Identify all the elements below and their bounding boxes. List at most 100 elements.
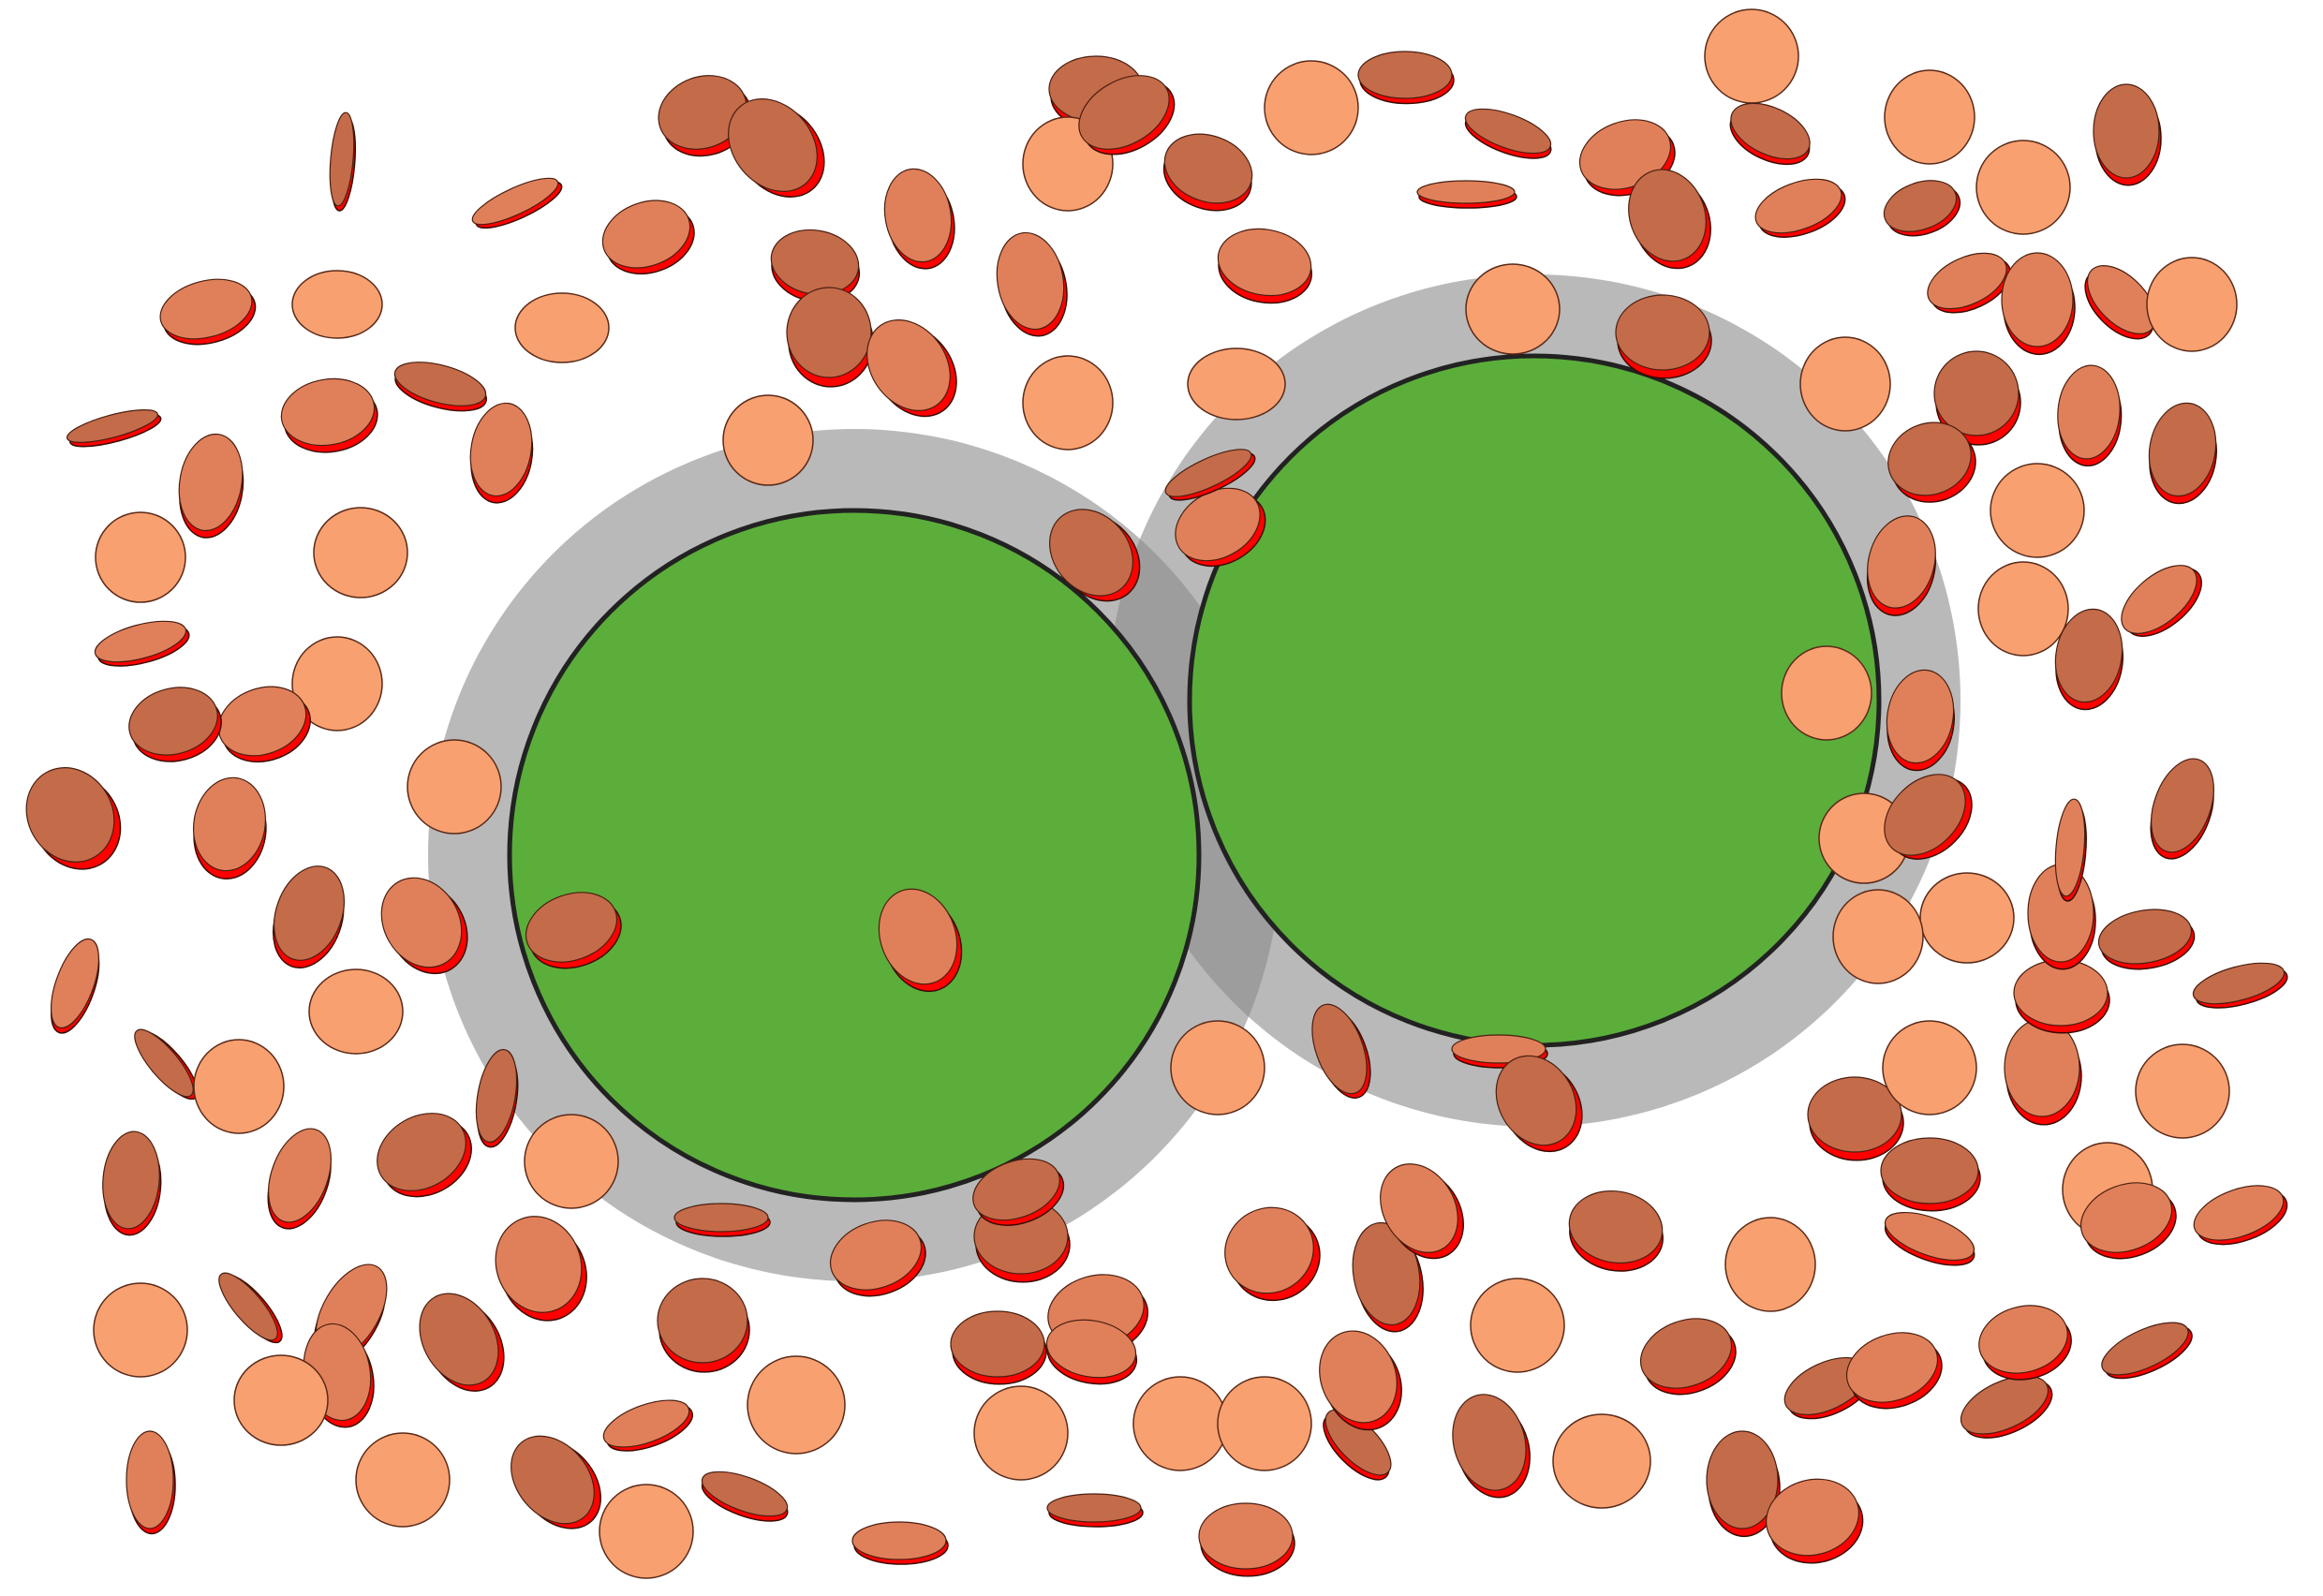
flat-disc-particle <box>1217 1376 1312 1471</box>
tilted-disc-particle <box>950 1310 1047 1385</box>
tilted-disc-particle <box>2093 83 2162 186</box>
flat-disc-particle <box>1724 1217 1816 1312</box>
tilted-disc-particle <box>469 402 534 504</box>
tilted-disc-particle <box>159 278 257 346</box>
flat-disc-particle <box>93 1282 188 1378</box>
tilted-disc-particle <box>728 98 825 198</box>
tilted-disc-particle <box>495 1216 587 1322</box>
flat-disc-particle <box>524 1114 619 1209</box>
flat-disc-particle <box>1132 1376 1228 1471</box>
tilted-disc-particle <box>1933 350 2021 446</box>
tilted-disc-particle <box>1048 509 1141 602</box>
flat-disc-particle <box>1975 140 2071 235</box>
tilted-disc-particle <box>25 767 122 870</box>
tilted-disc-particle <box>471 177 563 229</box>
tilted-disc-particle <box>1452 1394 1531 1499</box>
flat-disc-particle <box>1465 263 1561 355</box>
tilted-disc-particle <box>1045 1319 1138 1385</box>
tilted-disc-particle <box>1416 180 1517 209</box>
tilted-disc-particle <box>267 1128 332 1230</box>
tilted-disc-particle <box>2193 1185 2288 1246</box>
tilted-disc-particle <box>1078 75 1176 155</box>
core-spheres <box>507 353 1882 1203</box>
tilted-disc-particle <box>1639 1318 1737 1396</box>
flat-disc-particle <box>599 1484 694 1579</box>
tilted-disc-particle <box>1357 51 1455 105</box>
flat-disc-particle <box>355 1432 451 1528</box>
tilted-disc-particle <box>1046 1493 1144 1528</box>
tilted-disc-particle <box>178 433 244 539</box>
tilted-disc-particle <box>1706 1430 1781 1538</box>
tilted-disc-particle <box>602 1399 693 1452</box>
tilted-disc-particle <box>1495 1055 1583 1153</box>
tilted-disc-particle <box>601 200 695 275</box>
tilted-disc-particle <box>2001 252 2076 356</box>
tilted-disc-particle <box>1380 1163 1464 1260</box>
tilted-disc-particle <box>1754 178 1846 238</box>
tilted-disc-particle <box>1978 1305 2072 1381</box>
tilted-disc-particle <box>1766 1478 1864 1564</box>
core-sphere-2 <box>1187 353 1882 1048</box>
tilted-disc-particle <box>1198 1502 1295 1577</box>
flat-disc-particle <box>2146 257 2238 352</box>
tilted-disc-particle <box>525 892 622 969</box>
flat-disc-particle <box>1704 8 1799 104</box>
tilted-disc-particle <box>2148 402 2217 505</box>
tilted-disc-particle <box>192 776 267 880</box>
disc-particles <box>25 8 2288 1579</box>
tilted-disc-particle <box>94 620 190 667</box>
tilted-disc-particle <box>419 1293 505 1392</box>
tilted-disc-particle <box>786 287 874 388</box>
flat-disc-particle <box>747 1355 846 1455</box>
flat-disc-particle <box>2135 1043 2230 1139</box>
tilted-disc-particle <box>102 1130 162 1236</box>
tilted-disc-particle <box>1352 1221 1424 1333</box>
tilted-disc-particle <box>1162 133 1253 212</box>
flat-disc-particle <box>313 507 408 598</box>
tilted-disc-particle <box>1615 294 1712 379</box>
tilted-disc-particle <box>2079 1182 2177 1260</box>
tilted-disc-particle <box>329 111 357 212</box>
flat-disc-particle <box>1799 336 1891 432</box>
flat-disc-particle <box>973 1385 1069 1481</box>
tilted-disc-particle <box>1845 1332 1943 1410</box>
flat-disc-particle <box>1170 1020 1265 1116</box>
flat-disc-particle <box>1832 889 1924 984</box>
flat-disc-particle <box>233 1354 329 1446</box>
flat-disc-particle <box>193 1039 285 1134</box>
flat-disc-particle <box>1022 355 1114 451</box>
tilted-disc-particle <box>377 1113 472 1198</box>
tilted-disc-particle <box>2057 364 2123 467</box>
tilted-disc-particle <box>1311 1003 1371 1099</box>
flat-disc-particle <box>291 636 383 732</box>
tilted-disc-particle <box>1884 774 1973 860</box>
flat-disc-particle <box>308 968 404 1055</box>
tilted-disc-particle <box>2150 758 2214 860</box>
tilted-disc-particle <box>1729 102 1811 166</box>
tilted-disc-particle <box>1628 169 1711 270</box>
tilted-disc-particle <box>217 686 311 763</box>
tilted-disc-particle <box>701 1470 789 1522</box>
tilted-disc-particle <box>218 1272 283 1344</box>
tilted-disc-particle <box>1224 1206 1321 1302</box>
tilted-disc-particle <box>1886 669 1955 772</box>
flat-disc-particle <box>1977 561 2069 657</box>
flat-disc-particle <box>1470 1278 1565 1373</box>
tilted-disc-particle <box>380 877 468 975</box>
tilted-disc-particle <box>1887 421 1976 503</box>
tilted-disc-particle <box>2192 962 2288 1009</box>
tilted-disc-particle <box>1866 515 1936 616</box>
tilted-disc-particle <box>1884 1211 1975 1266</box>
flat-disc-particle <box>1884 69 1975 165</box>
flat-disc-particle <box>1882 1020 1977 1116</box>
tilted-disc-particle <box>1568 1190 1664 1272</box>
flat-disc-particle <box>1919 872 2015 964</box>
flat-disc-particle <box>722 394 814 486</box>
tilted-disc-particle <box>475 1049 519 1148</box>
flat-disc-particle <box>1552 1413 1651 1509</box>
tilted-disc-particle <box>67 409 162 448</box>
tilted-disc-particle <box>1323 1409 1392 1481</box>
tilted-disc-particle <box>2004 1018 2082 1126</box>
tilted-disc-particle <box>1883 180 1961 237</box>
tilted-disc-particle <box>972 1158 1065 1226</box>
